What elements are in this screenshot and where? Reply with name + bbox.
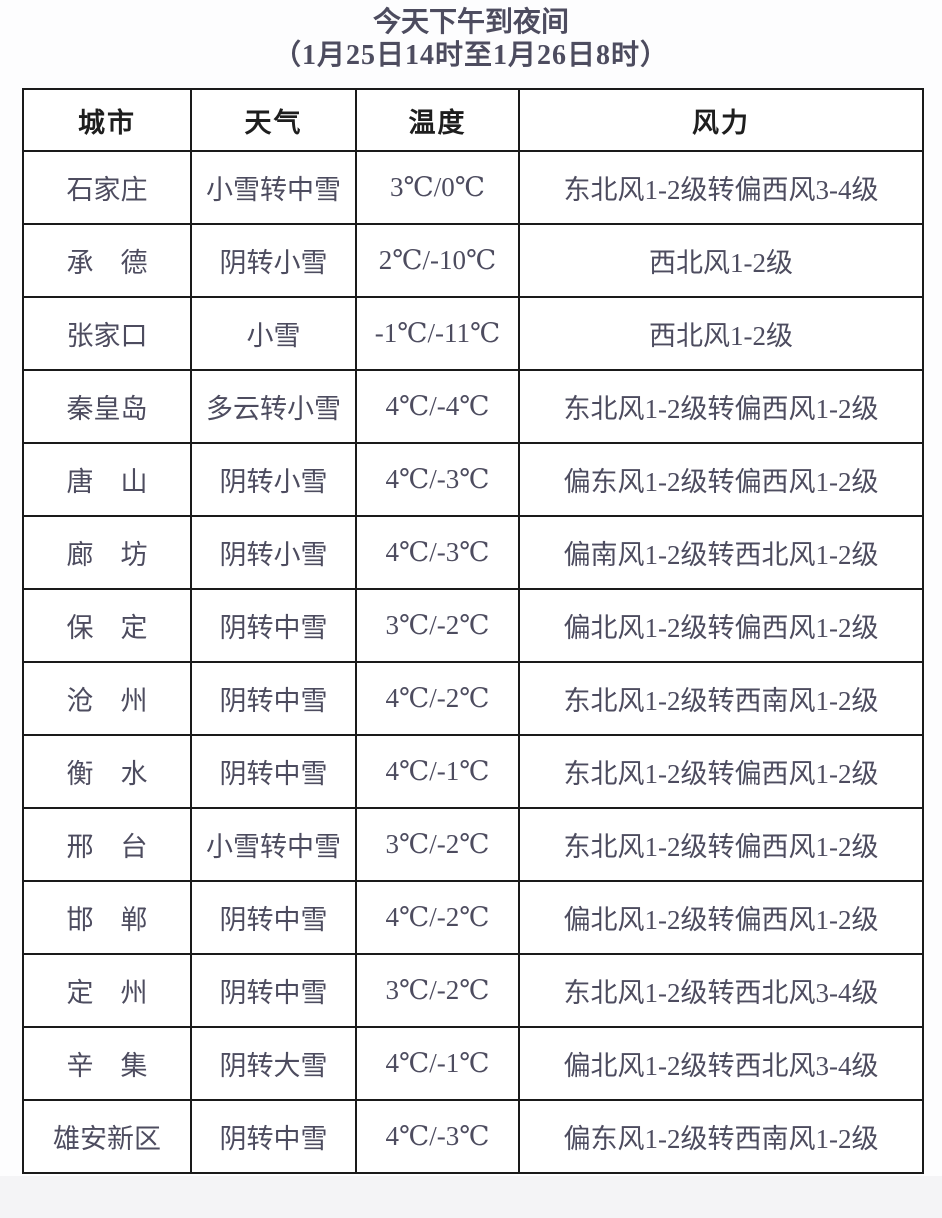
wind-cell: 东北风1-2级转西南风1-2级 [518, 661, 924, 736]
weather-cell: 阴转中雪 [190, 880, 357, 955]
temp-cell: 2℃/-10℃ [355, 223, 520, 298]
weather-cell: 阴转中雪 [190, 661, 357, 736]
temp-cell: 3℃/-2℃ [355, 953, 520, 1028]
wind-cell: 西北风1-2级 [518, 223, 924, 298]
table-row: 衡 水阴转中雪 4℃/-1℃ 东北风1-2级转偏西风1-2级 [22, 734, 924, 809]
city-cell: 辛 集 [22, 1026, 192, 1101]
temp-cell: -1℃/-11℃ [355, 296, 520, 371]
city-cell: 唐 山 [22, 442, 192, 517]
city-cell: 廊 坊 [22, 515, 192, 590]
table-row: 唐 山阴转小雪 4℃/-3℃ 偏东风1-2级转偏西风1-2级 [22, 442, 924, 517]
weather-cell: 小雪转中雪 [190, 807, 357, 882]
weather-cell: 阴转中雪 [190, 588, 357, 663]
city-cell: 承 德 [22, 223, 192, 298]
city-cell: 石家庄 [22, 150, 192, 225]
temp-cell: 3℃/-2℃ [355, 588, 520, 663]
table-row: 秦皇岛 多云转小雪 4℃/-4℃ 东北风1-2级转偏西风1-2级 [22, 369, 924, 444]
table-row: 石家庄 小雪转中雪 3℃/0℃ 东北风1-2级转偏西风3-4级 [22, 150, 924, 225]
title-date-range: （1月25日14时至1月26日8时） [272, 40, 669, 72]
wind-cell: 偏北风1-2级转偏西风1-2级 [518, 880, 924, 955]
temp-cell: 3℃/0℃ [355, 150, 520, 225]
table-row: 定 州阴转中雪 3℃/-2℃ 东北风1-2级转西北风3-4级 [22, 953, 924, 1028]
weather-cell: 阴转中雪 [190, 953, 357, 1028]
table-row: 承 德阴转小雪 2℃/-10℃ 西北风1-2级 [22, 223, 924, 298]
city-cell: 保 定 [22, 588, 192, 663]
wind-cell: 偏东风1-2级转偏西风1-2级 [518, 442, 924, 517]
table-row: 廊 坊阴转小雪 4℃/-3℃ 偏南风1-2级转西北风1-2级 [22, 515, 924, 590]
weather-cell: 阴转中雪 [190, 734, 357, 809]
weather-cell: 小雪 [190, 296, 357, 371]
col-header-temperature: 温度 [355, 88, 520, 152]
temp-cell: 4℃/-3℃ [355, 1099, 520, 1174]
temp-cell: 4℃/-1℃ [355, 1026, 520, 1101]
table-header-row: 城市 天气 温度 风力 [22, 88, 924, 152]
wind-cell: 东北风1-2级转偏西风1-2级 [518, 369, 924, 444]
temp-cell: 4℃/-3℃ [355, 515, 520, 590]
table-row: 辛 集阴转大雪 4℃/-1℃ 偏北风1-2级转西北风3-4级 [22, 1026, 924, 1101]
temp-cell: 4℃/-2℃ [355, 661, 520, 736]
wind-cell: 偏北风1-2级转西北风3-4级 [518, 1026, 924, 1101]
city-cell: 沧 州 [22, 661, 192, 736]
wind-cell: 偏北风1-2级转偏西风1-2级 [518, 588, 924, 663]
table-body: 石家庄 小雪转中雪 3℃/0℃ 东北风1-2级转偏西风3-4级承 德阴转小雪 2℃/-1… [22, 150, 924, 1174]
table-row: 沧 州阴转中雪 4℃/-2℃ 东北风1-2级转西南风1-2级 [22, 661, 924, 736]
title-period: 今天下午到夜间 [372, 7, 569, 38]
temp-cell: 4℃/-3℃ [355, 442, 520, 517]
weather-cell: 阴转中雪 [190, 1099, 357, 1174]
weather-cell: 小雪转中雪 [190, 150, 357, 225]
wind-cell: 东北风1-2级转偏西风1-2级 [518, 734, 924, 809]
city-cell: 雄安新区 [22, 1099, 192, 1174]
weather-cell: 阴转小雪 [190, 442, 357, 517]
table-row: 张家口 小雪 -1℃/-11℃ 西北风1-2级 [22, 296, 924, 371]
col-header-city: 城市 [22, 88, 192, 152]
temp-cell: 3℃/-2℃ [355, 807, 520, 882]
temp-cell: 4℃/-1℃ [355, 734, 520, 809]
wind-cell: 东北风1-2级转西北风3-4级 [518, 953, 924, 1028]
table-row: 雄安新区 阴转中雪 4℃/-3℃ 偏东风1-2级转西南风1-2级 [22, 1099, 924, 1174]
wind-cell: 东北风1-2级转偏西风3-4级 [518, 150, 924, 225]
city-cell: 秦皇岛 [22, 369, 192, 444]
page-title: 今天下午到夜间 （1月25日14时至1月26日8时） [0, 6, 942, 72]
city-cell: 张家口 [22, 296, 192, 371]
wind-cell: 偏南风1-2级转西北风1-2级 [518, 515, 924, 590]
weather-cell: 阴转小雪 [190, 515, 357, 590]
table-row: 保 定阴转中雪 3℃/-2℃ 偏北风1-2级转偏西风1-2级 [22, 588, 924, 663]
weather-cell: 多云转小雪 [190, 369, 357, 444]
wind-cell: 西北风1-2级 [518, 296, 924, 371]
col-header-wind: 风力 [518, 88, 924, 152]
wind-cell: 偏东风1-2级转西南风1-2级 [518, 1099, 924, 1174]
city-cell: 定 州 [22, 953, 192, 1028]
page-bottom-strip [0, 1176, 942, 1218]
wind-cell: 东北风1-2级转偏西风1-2级 [518, 807, 924, 882]
forecast-table: 城市 天气 温度 风力 石家庄 小雪转中雪 3℃/0℃ 东北风1-2级转偏西风3-4级… [22, 88, 924, 1174]
weather-cell: 阴转大雪 [190, 1026, 357, 1101]
temp-cell: 4℃/-4℃ [355, 369, 520, 444]
city-cell: 邯 郸 [22, 880, 192, 955]
table-row: 邢 台小雪转中雪 3℃/-2℃ 东北风1-2级转偏西风1-2级 [22, 807, 924, 882]
city-cell: 邢 台 [22, 807, 192, 882]
city-cell: 衡 水 [22, 734, 192, 809]
col-header-weather: 天气 [190, 88, 357, 152]
table-row: 邯 郸阴转中雪 4℃/-2℃ 偏北风1-2级转偏西风1-2级 [22, 880, 924, 955]
weather-cell: 阴转小雪 [190, 223, 357, 298]
temp-cell: 4℃/-2℃ [355, 880, 520, 955]
